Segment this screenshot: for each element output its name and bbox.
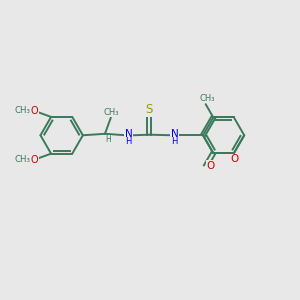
Text: S: S [146,103,153,116]
Text: CH₃: CH₃ [14,106,31,115]
Text: N: N [124,129,132,139]
Text: H: H [171,137,178,146]
Text: O: O [207,161,215,171]
Text: H: H [106,135,111,144]
Text: CH₃: CH₃ [14,155,31,164]
Text: CH₃: CH₃ [103,108,118,117]
Text: O: O [230,154,238,164]
Text: N: N [171,129,178,139]
Text: CH₃: CH₃ [200,94,215,103]
Text: H: H [125,137,132,146]
Text: O: O [31,106,38,116]
Text: O: O [31,154,38,164]
